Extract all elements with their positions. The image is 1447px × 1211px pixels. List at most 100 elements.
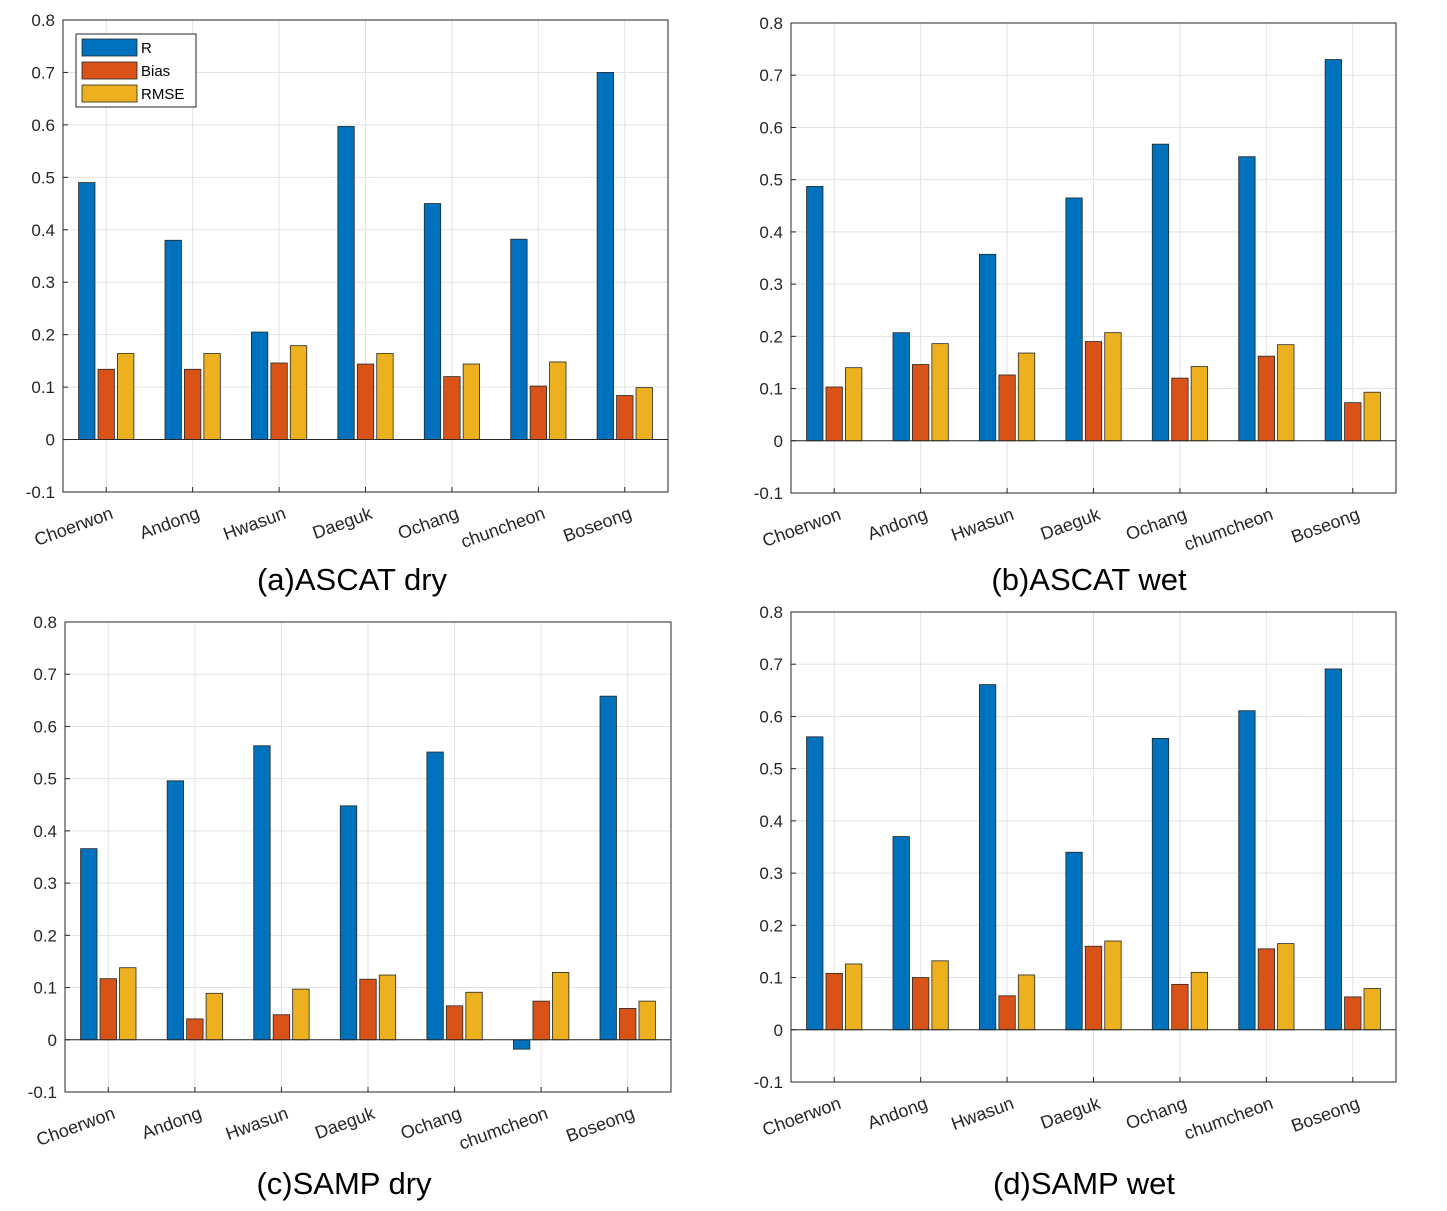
- bar-r: [1324, 668, 1342, 1031]
- bar-r: [806, 186, 824, 442]
- bar-r: [1324, 59, 1342, 442]
- bar-bias: [912, 977, 930, 1031]
- y-tick-label: 0: [48, 1031, 57, 1050]
- y-tick-label: -0.1: [28, 1083, 57, 1102]
- y-tick-label: 0.4: [759, 812, 783, 831]
- bar-r: [979, 684, 997, 1031]
- bar-rmse: [931, 343, 949, 442]
- y-tick-label: 0.2: [31, 326, 55, 345]
- y-tick-label: 0: [46, 431, 55, 450]
- bar-rmse: [638, 1000, 656, 1041]
- bar-rmse: [205, 992, 223, 1041]
- legend-swatch-r: [81, 38, 138, 57]
- bar-rmse: [376, 353, 394, 440]
- bar-bias: [270, 362, 288, 440]
- bar-bias: [619, 1008, 637, 1041]
- legend: R Bias RMSE: [75, 33, 197, 108]
- bar-rmse: [635, 387, 653, 440]
- y-tick-label: 0.8: [33, 613, 57, 632]
- bar-bias: [825, 972, 843, 1031]
- bar-rmse: [289, 345, 308, 440]
- y-tick-label: 0.7: [759, 655, 783, 674]
- y-tick-label: 0.1: [31, 378, 55, 397]
- bar-rmse: [378, 974, 397, 1041]
- legend-label-bias: Bias: [141, 63, 170, 80]
- bar-r: [1238, 710, 1256, 1031]
- y-tick-label: 0.1: [759, 969, 783, 988]
- bar-bias: [445, 1005, 464, 1041]
- bar-bias: [998, 995, 1016, 1031]
- y-tick-label: 0: [774, 432, 783, 451]
- bar-bias: [97, 368, 115, 440]
- bar-bias: [825, 386, 843, 442]
- bar-r: [426, 751, 444, 1041]
- y-tick-label: 0.6: [33, 717, 57, 736]
- legend-swatch-bias: [81, 61, 138, 80]
- bar-r: [1238, 156, 1256, 442]
- bar-rmse: [203, 353, 221, 440]
- bar-r: [337, 126, 355, 440]
- bar-rmse: [117, 353, 135, 440]
- bar-rmse: [1363, 391, 1381, 442]
- y-tick-label: 0.5: [759, 171, 783, 190]
- y-tick-label: 0.5: [31, 168, 55, 187]
- bar-bias: [272, 1014, 291, 1041]
- bar-rmse: [462, 363, 480, 440]
- bar-bias: [184, 368, 202, 440]
- bar-bias: [443, 376, 461, 440]
- bar-rmse: [845, 963, 863, 1031]
- bar-r: [1151, 737, 1170, 1031]
- bar-r: [1065, 851, 1083, 1031]
- y-tick-label: 0.5: [33, 770, 57, 789]
- y-tick-label: 0.6: [31, 116, 55, 135]
- y-tick-label: 0.2: [33, 926, 57, 945]
- y-tick-label: 0.2: [759, 327, 783, 346]
- bar-rmse: [465, 991, 483, 1041]
- bar-bias: [616, 395, 634, 440]
- legend-label-r: R: [141, 40, 152, 57]
- bar-rmse: [549, 361, 567, 440]
- y-tick-label: 0.2: [759, 916, 783, 935]
- caption-c: (c)SAMP dry: [256, 1166, 432, 1201]
- bar-rmse: [119, 967, 137, 1041]
- y-tick-label: -0.1: [754, 484, 783, 503]
- bar-rmse: [1017, 352, 1036, 442]
- y-tick-label: 0.6: [759, 118, 783, 137]
- y-tick-label: 0.8: [759, 603, 783, 622]
- bar-bias: [1171, 983, 1189, 1031]
- bar-bias: [529, 385, 547, 440]
- bar-r: [1065, 197, 1083, 442]
- caption-b: (b)ASCAT wet: [991, 562, 1187, 597]
- axes-box: [64, 621, 672, 1093]
- bar-bias: [1257, 355, 1275, 442]
- bar-r: [80, 848, 98, 1041]
- y-tick-label: 0.7: [33, 665, 57, 684]
- legend-swatch-rmse: [81, 84, 138, 103]
- legend-label-rmse: RMSE: [141, 86, 184, 103]
- bar-r: [251, 331, 269, 440]
- y-tick-label: 0.7: [31, 63, 55, 82]
- bar-bias: [1344, 996, 1362, 1031]
- bar-r: [510, 238, 528, 440]
- bar-r: [806, 736, 824, 1031]
- axes-box: [790, 611, 1397, 1083]
- caption-a: (a)ASCAT dry: [257, 562, 448, 597]
- bar-r: [423, 203, 442, 440]
- bar-r: [513, 1039, 531, 1050]
- bar-rmse: [1190, 366, 1208, 442]
- bar-bias: [356, 363, 375, 440]
- bar-r: [253, 745, 271, 1041]
- y-tick-label: 0.3: [31, 273, 55, 292]
- y-tick-label: 0.8: [31, 11, 55, 30]
- bar-rmse: [931, 960, 949, 1031]
- bar-rmse: [1017, 974, 1036, 1031]
- y-tick-label: 0.7: [759, 66, 783, 85]
- y-tick-label: 0.4: [31, 221, 55, 240]
- bar-rmse: [1363, 988, 1381, 1031]
- bar-r: [892, 332, 910, 442]
- bar-rmse: [552, 972, 570, 1041]
- bar-r: [339, 805, 358, 1041]
- y-tick-label: 0.5: [759, 760, 783, 779]
